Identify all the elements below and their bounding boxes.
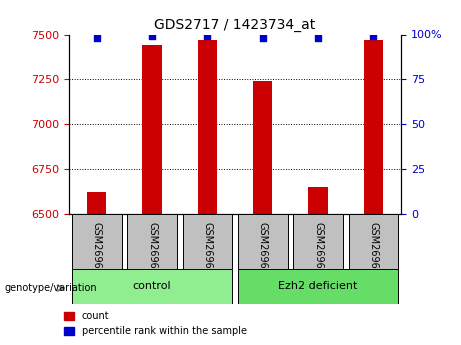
Text: GSM26966: GSM26966 <box>202 222 213 275</box>
Point <box>204 33 211 39</box>
Bar <box>198 40 217 214</box>
Text: genotype/variation: genotype/variation <box>5 283 97 293</box>
FancyBboxPatch shape <box>349 214 398 269</box>
Text: GSM26968: GSM26968 <box>313 222 323 275</box>
Bar <box>253 81 272 214</box>
FancyBboxPatch shape <box>72 214 122 269</box>
Point <box>148 33 156 39</box>
FancyBboxPatch shape <box>238 214 288 269</box>
Bar <box>142 45 162 214</box>
FancyBboxPatch shape <box>293 214 343 269</box>
Text: GSM26965: GSM26965 <box>147 222 157 275</box>
Bar <box>308 187 328 214</box>
FancyBboxPatch shape <box>238 269 398 304</box>
Legend: count, percentile rank within the sample: count, percentile rank within the sample <box>60 307 250 340</box>
FancyBboxPatch shape <box>183 214 232 269</box>
Bar <box>87 193 106 214</box>
Title: GDS2717 / 1423734_at: GDS2717 / 1423734_at <box>154 18 316 32</box>
Point <box>370 33 377 39</box>
Text: Ezh2 deficient: Ezh2 deficient <box>278 282 358 291</box>
Text: GSM26969: GSM26969 <box>368 222 378 275</box>
Text: GSM26967: GSM26967 <box>258 222 268 275</box>
Text: control: control <box>133 282 171 291</box>
Point <box>259 35 266 41</box>
Point <box>314 35 322 41</box>
Point <box>93 35 100 41</box>
FancyBboxPatch shape <box>127 214 177 269</box>
Text: GSM26964: GSM26964 <box>92 222 102 275</box>
FancyBboxPatch shape <box>72 269 232 304</box>
Bar <box>364 40 383 214</box>
